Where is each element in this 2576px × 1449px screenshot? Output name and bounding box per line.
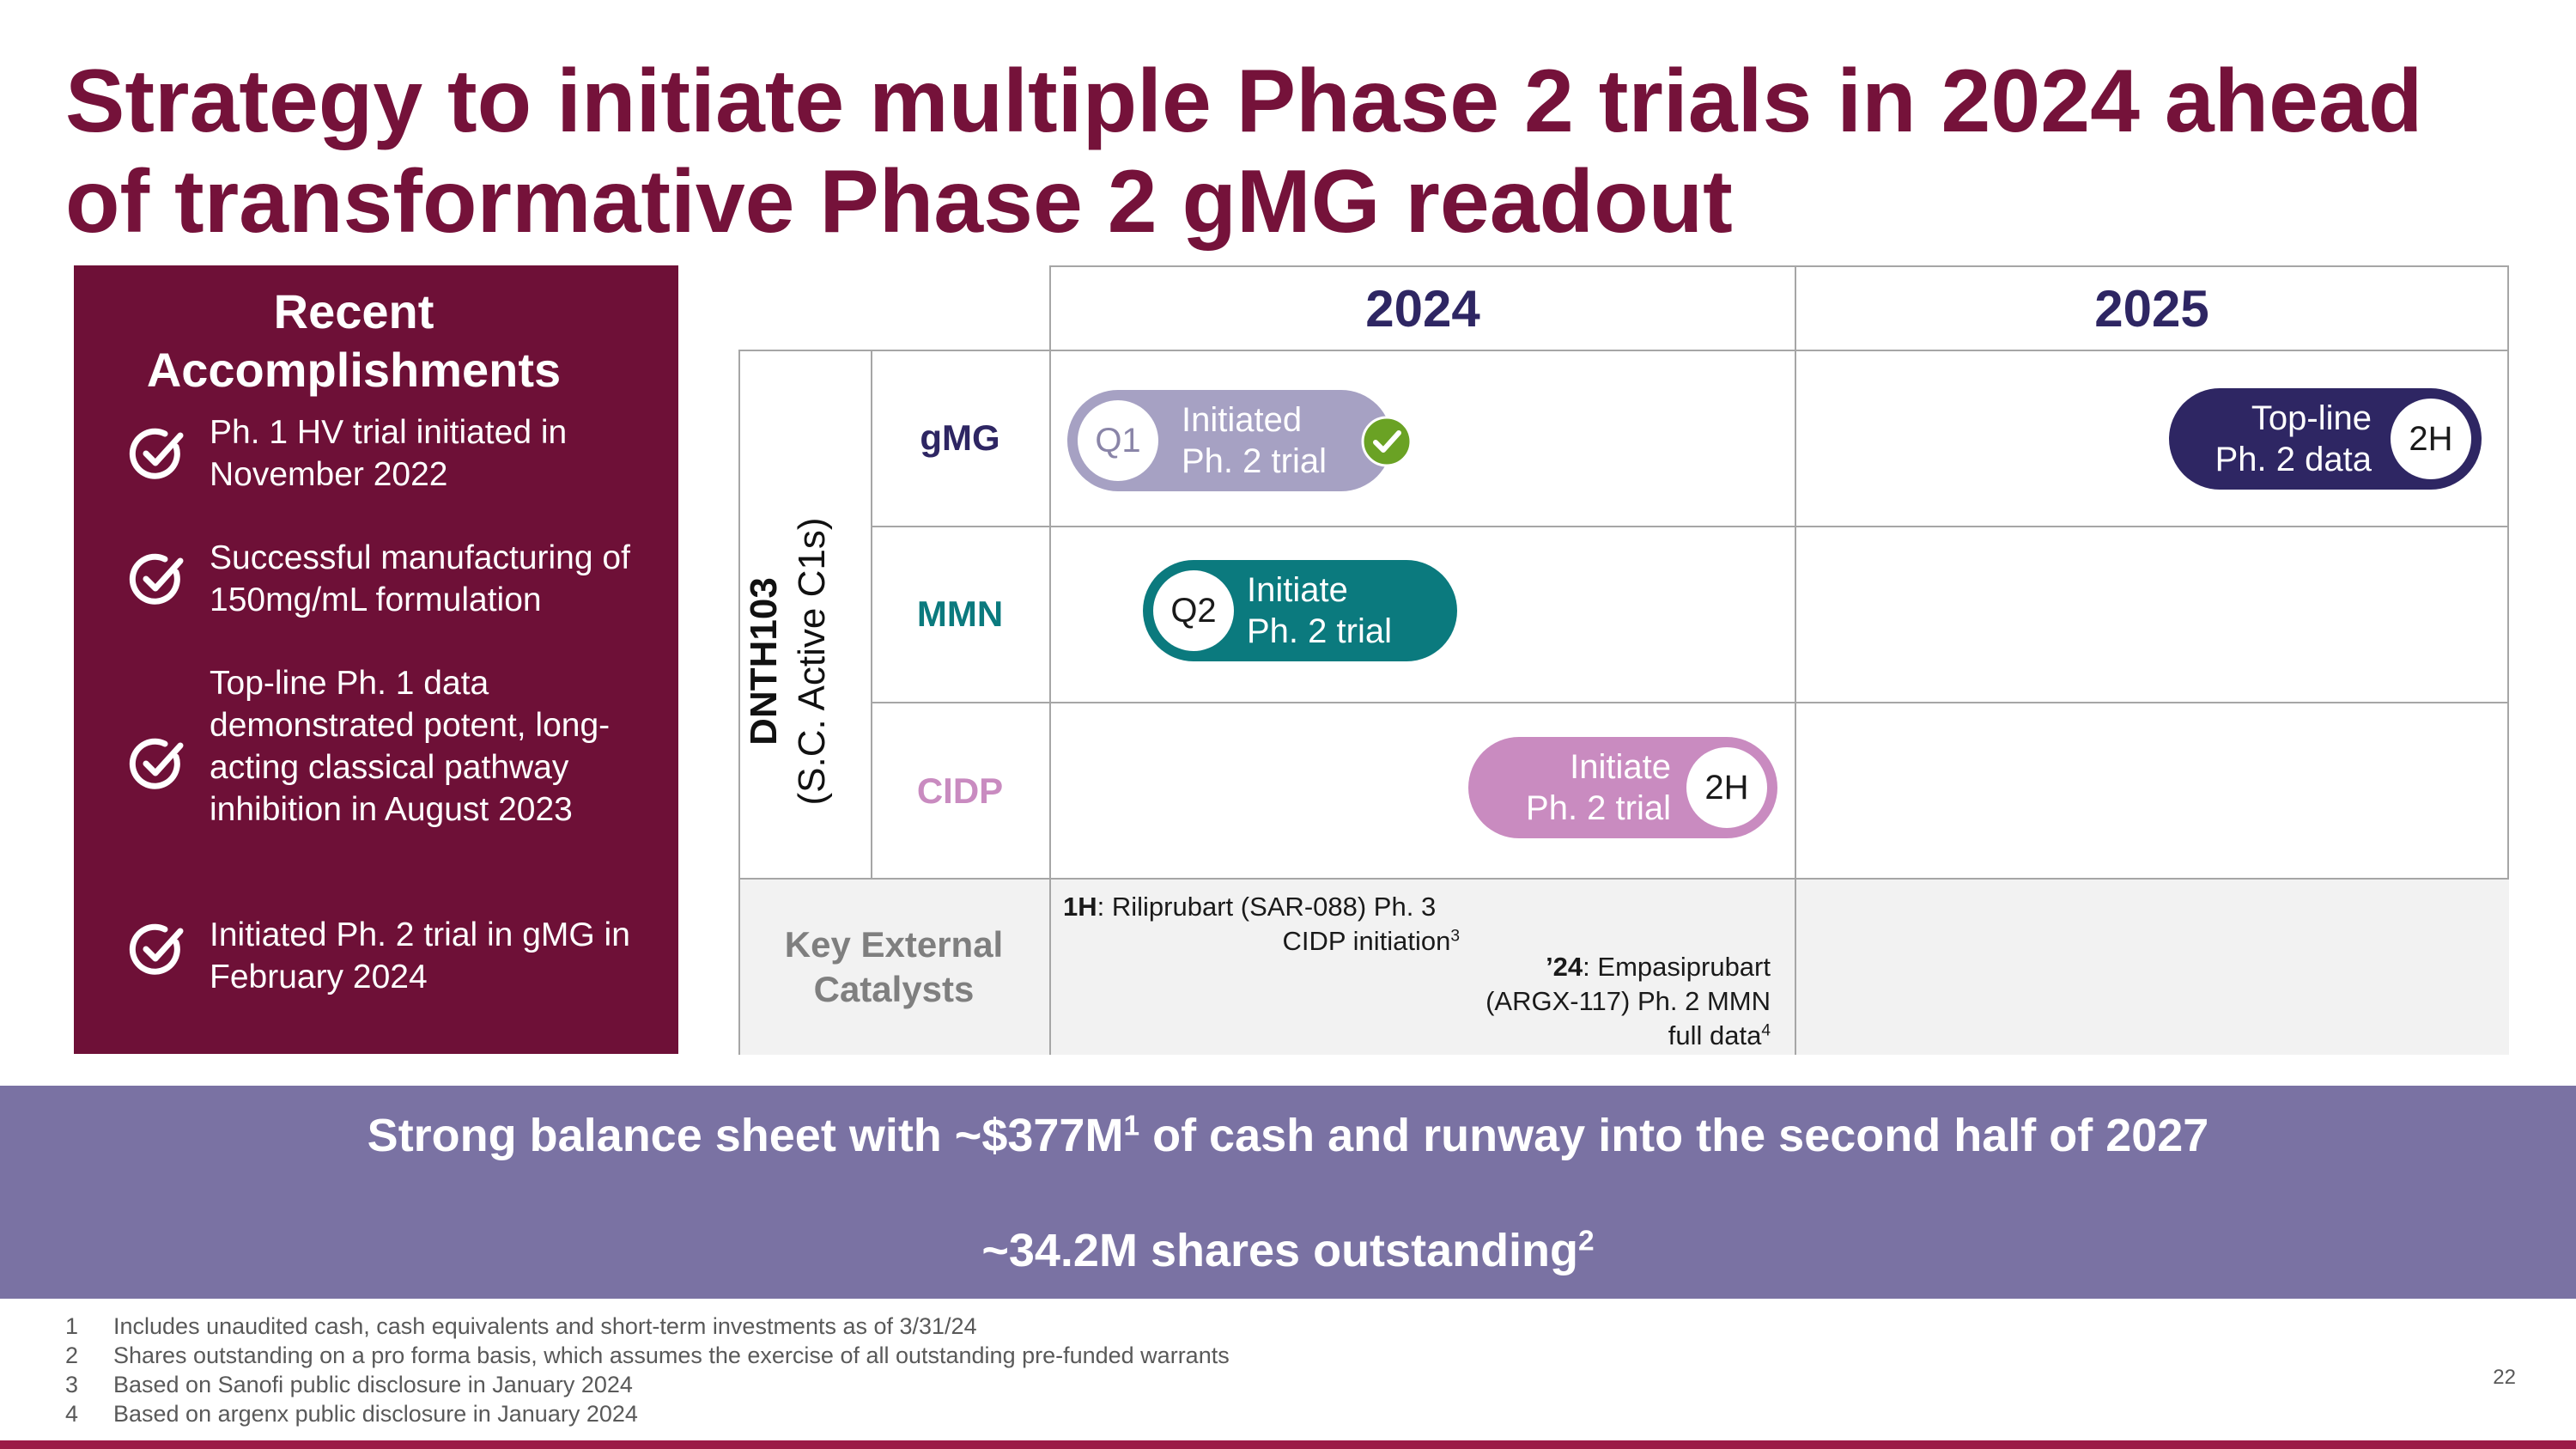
accomplishment-text: Top-line Ph. 1 data demonstrated potent,…: [210, 665, 611, 828]
external-catalyst-item: 1H: Riliprubart (SAR-088) Ph. 3 CIDP ini…: [1063, 892, 1460, 956]
period-badge: Q1: [1078, 400, 1158, 481]
year-2024-header: 2024: [1365, 280, 1480, 338]
milestone-gmg-topline: Top-line Ph. 2 data 2H: [2169, 388, 2482, 490]
financial-summary-band: Strong balance sheet with ~$377M1 of cas…: [0, 1086, 2576, 1299]
shares-outstanding-statement: ~34.2M shares outstanding2: [981, 1225, 1595, 1276]
cash-runway-statement: Strong balance sheet with ~$377M1 of cas…: [367, 1110, 2209, 1161]
accomplishment-text: Initiated Ph. 2 trial in gMG in February…: [210, 916, 630, 995]
slide-title-line2: of transformative Phase 2 gMG readout: [65, 152, 1733, 252]
footnote: 3 Based on Sanofi public disclosure in Ja…: [65, 1372, 633, 1397]
check-circle-icon: [127, 734, 187, 794]
slide-title: Strategy to initiate multiple Phase 2 tr…: [65, 52, 2538, 253]
check-circle-icon: [127, 549, 187, 609]
row-label-cidp: CIDP: [916, 770, 1004, 811]
row-label-mmn: MMN: [916, 594, 1004, 634]
milestone-gmg-initiated: Q1 Initiated Ph. 2 trial: [1067, 390, 1392, 491]
product-label: DNTH103 (S.C. Active C1s): [743, 517, 833, 806]
footer-accent-bar: [0, 1440, 2576, 1449]
external-catalysts-row: [740, 880, 2509, 1055]
period-badge: Q2: [1153, 570, 1234, 651]
check-circle-icon: [127, 423, 187, 484]
accomplishments-panel: Recent Accomplishments Ph. 1 HV trial in…: [74, 265, 678, 1054]
external-catalyst-item: ’24: Empasiprubart (ARGX-117) Ph. 2 MMN …: [1485, 952, 1771, 1050]
row-label-gmg: gMG: [920, 417, 1000, 458]
page-number: 22: [2493, 1366, 2516, 1389]
footnote: 1 Includes unaudited cash, cash equivalen…: [65, 1313, 977, 1339]
year-2025-header: 2025: [2094, 280, 2209, 338]
external-catalysts-label: Key External Catalysts: [784, 924, 1004, 1009]
slide-title-line1: Strategy to initiate multiple Phase 2 tr…: [65, 52, 2423, 151]
footnote: 2 Shares outstanding on a pro forma basis…: [65, 1342, 1230, 1368]
period-badge: 2H: [1686, 747, 1767, 828]
accomplishments-heading: Recent Accomplishments: [146, 284, 562, 397]
footnote: 4 Based on argenx public disclosure in Ja…: [65, 1401, 638, 1427]
check-icon: [1361, 416, 1413, 467]
milestone-cidp-initiate: Initiate Ph. 2 trial 2H: [1468, 737, 1777, 838]
footnotes: 1 Includes unaudited cash, cash equivalen…: [65, 1312, 1611, 1428]
accomplishment-text: Successful manufacturing of 150mg/mL for…: [210, 539, 630, 618]
milestone-mmn-initiate: Q2 Initiate Ph. 2 trial: [1143, 560, 1457, 661]
accomplishment-text: Ph. 1 HV trial initiated in November 202…: [210, 414, 568, 493]
check-circle-icon: [127, 919, 187, 979]
period-badge: 2H: [2391, 399, 2471, 479]
